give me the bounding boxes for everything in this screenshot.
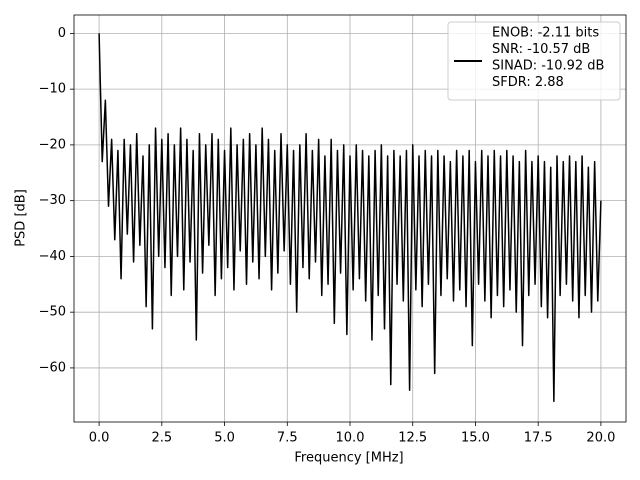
x-tick-label: 2.5 [151, 431, 172, 446]
y-tick-label: −20 [39, 137, 66, 152]
x-tick-label: 0.0 [89, 431, 110, 446]
y-tick-label: −60 [39, 360, 66, 375]
legend-box [447, 21, 621, 101]
x-axis-label: Frequency [MHz] [294, 451, 403, 466]
y-tick-label: −30 [39, 193, 66, 208]
x-tick-label: 5.0 [214, 431, 235, 446]
plot-frame [73, 14, 627, 423]
y-tick-label: −10 [39, 82, 66, 97]
x-tick-label: 17.5 [524, 431, 553, 446]
y-tick-label: −40 [39, 249, 66, 264]
x-tick-label: 12.5 [398, 431, 427, 446]
legend-label: ENOB: -2.11 bits [492, 26, 599, 41]
x-tick-label: 10.0 [336, 431, 365, 446]
x-tick-label: 7.5 [277, 431, 298, 446]
y-axis-label: PSD [dB] [14, 189, 29, 247]
x-tick-label: 15.0 [461, 431, 490, 446]
y-tick-label: −50 [39, 305, 66, 320]
legend-label: SINAD: -10.92 dB [492, 59, 604, 74]
series-line [98, 33, 602, 403]
y-tick-label: 0 [58, 26, 66, 41]
legend-label: SNR: -10.57 dB [492, 42, 590, 57]
x-tick-label: 20.0 [586, 431, 615, 446]
legend-label: SFDR: 2.88 [492, 75, 564, 90]
